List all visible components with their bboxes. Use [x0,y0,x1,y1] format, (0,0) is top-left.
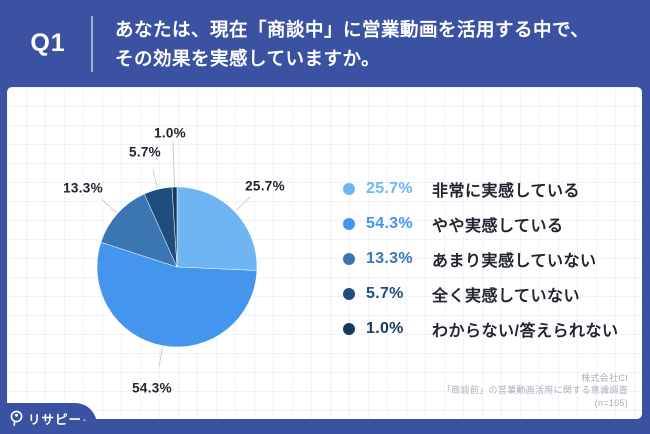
pie-slice-1 [96,241,258,348]
legend-item-0: 25.7% 非常に実感している [343,177,618,201]
pie-value-label-1: 54.3% [132,380,172,396]
chart-card: 25.7% 54.3% 13.3% 5.7% 1.0% 25.7% 非常に実感している 54… [7,87,642,419]
legend-label: わからない/答えられない [432,323,619,340]
legend-label: 非常に実感している [432,183,581,200]
leader-line-0 [235,196,251,211]
legend-percent: 5.7% [366,285,404,302]
pie-slice-0 [176,186,258,271]
risapi-logo: リサピー. [0,403,97,434]
legend-dot-icon [343,218,355,230]
pie-value-label-2: 13.3% [63,180,103,196]
leader-line-3 [152,168,158,188]
legend-dot-icon [343,253,355,265]
legend-dot-icon [343,183,355,195]
source-attribution: 株式会社CI 「商談前」の営業動画活用に関する意識調査 (n=105) [442,372,628,410]
legend-percent: 25.7% [366,180,413,197]
leader-line-1 [158,347,163,367]
legend-percent: 54.3% [366,215,413,232]
legend-dot-icon [343,323,355,335]
question-text: あなたは、現在「商談中」に営業動画を活用する中で、 その効果を実感していますか。 [115,15,589,73]
pie-slice-4 [171,186,178,268]
leader-line-4 [172,141,175,186]
legend-percent: 13.3% [366,250,413,267]
source-company: 株式会社CI [581,372,628,383]
pie-chart [96,141,258,367]
pie-value-label-3: 5.7% [129,144,161,160]
legend-item-4: 1.0% わからない/答えられない [343,317,618,341]
source-survey-title: 「商談前」の営業動画活用に関する意識調査 [441,385,628,395]
risapi-logo-text: リサピー [28,413,83,427]
legend-dot-icon [343,288,355,300]
legend-label: 全く実感していない [432,288,581,305]
legend-percent: 1.0% [366,320,404,337]
legend-item-2: 13.3% あまり実感していない [343,247,618,271]
legend-label: あまり実感していない [432,253,597,270]
leader-line-2 [101,199,117,213]
header-divider [91,16,93,72]
question-header: Q1 あなたは、現在「商談中」に営業動画を活用する中で、 その効果を実感していま… [0,0,650,87]
chart-legend: 25.7% 非常に実感している 54.3% やや実感している 13.3% あまり実感してい… [343,177,618,352]
risapi-logo-icon [10,410,23,426]
legend-item-3: 5.7% 全く実感していない [343,282,618,306]
legend-label: やや実感している [432,218,564,235]
risapi-logo-period: . [83,413,87,424]
question-number: Q1 [30,29,66,57]
source-sample-size: (n=105) [594,397,628,408]
pie-slice-2 [100,193,178,268]
question-line-1: あなたは、現在「商談中」に営業動画を活用する中で、 [115,19,590,40]
question-line-2: その効果を実感していますか。 [115,48,381,69]
pie-value-label-4: 1.0% [154,125,186,141]
legend-item-1: 54.3% やや実感している [343,212,618,236]
pie-value-label-0: 25.7% [245,178,285,194]
